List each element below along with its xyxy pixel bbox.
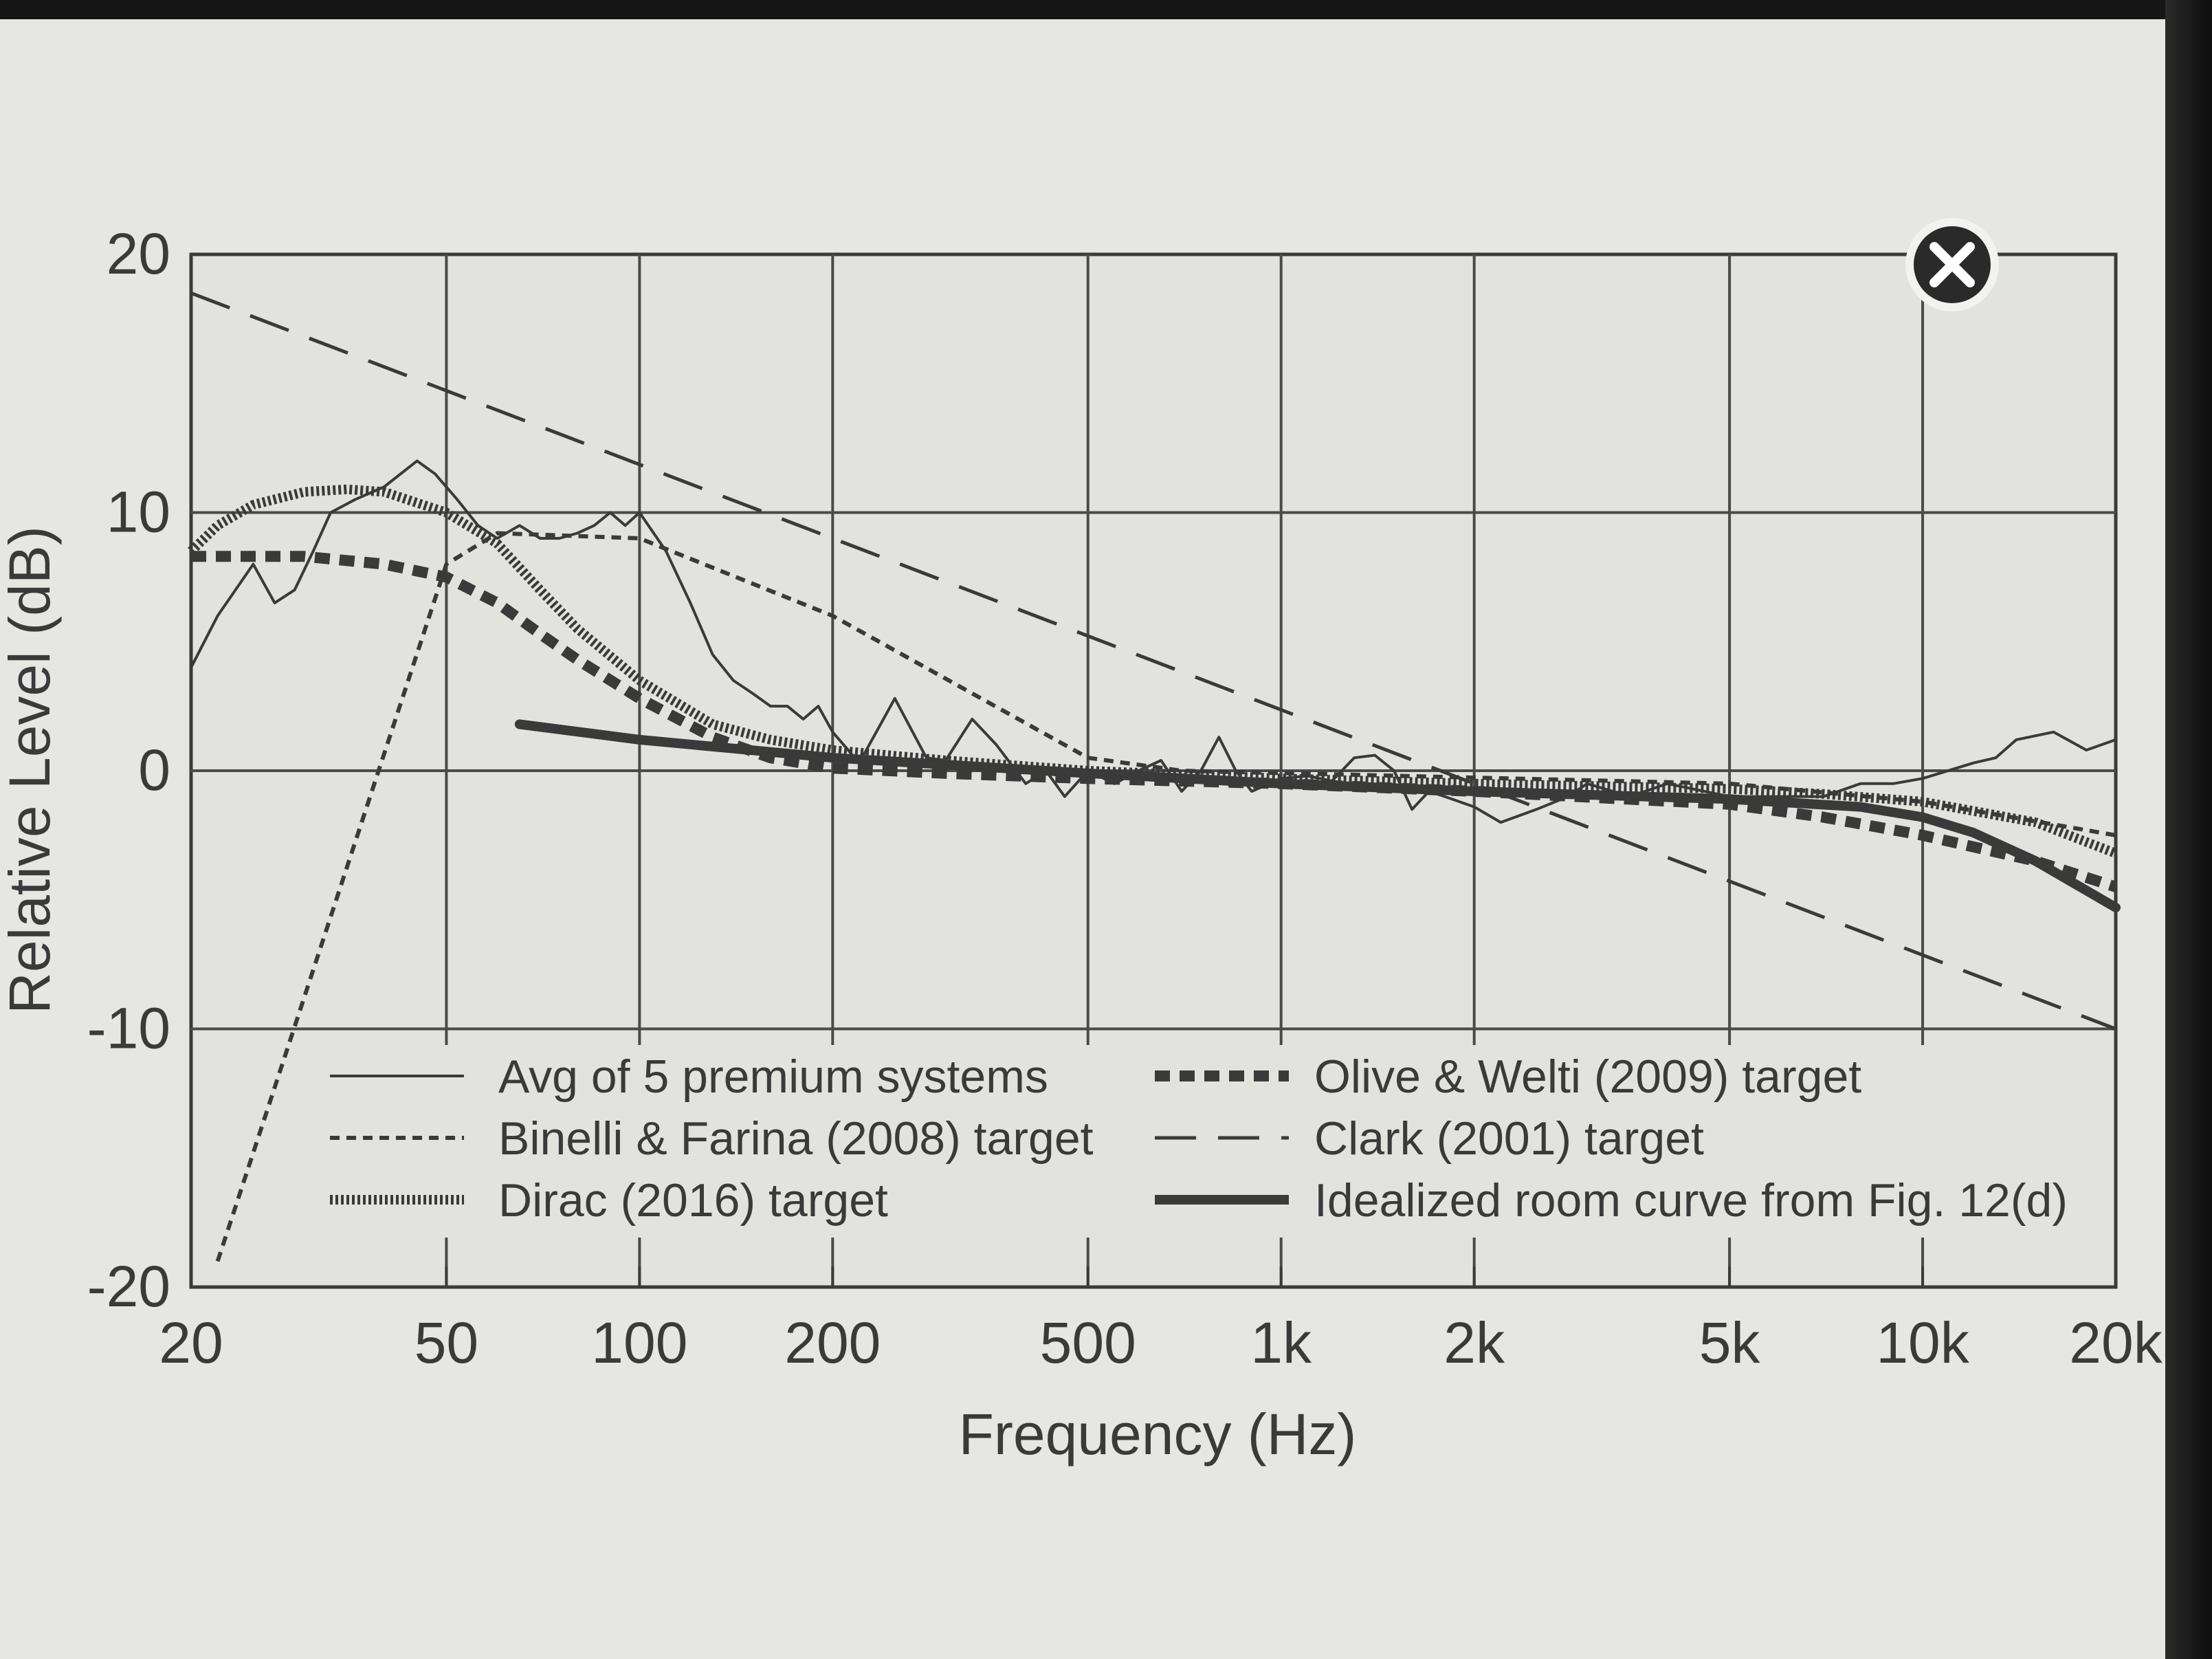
x-tick-label: 200 (784, 1310, 881, 1375)
x-tick-label: 500 (1040, 1310, 1136, 1375)
series-layer (188, 291, 2121, 1262)
x-tick-label: 5k (1699, 1310, 1761, 1375)
legend-label: Dirac (2016) target (498, 1174, 888, 1227)
y-tick-label: -20 (87, 1254, 170, 1319)
legend-label: Binelli & Farina (2008) target (498, 1112, 1094, 1165)
y-axis-ticks: 20 10 0 -10 -20 (87, 221, 170, 1319)
series-line (191, 551, 2118, 892)
legend-label: Olive & Welti (2009) target (1314, 1051, 1861, 1103)
y-tick-label: 10 (107, 480, 170, 545)
x-tick-label: 2k (1444, 1310, 1505, 1375)
legend-label: Avg of 5 premium systems (498, 1051, 1048, 1103)
series-line (215, 531, 2116, 1262)
device-bezel-top (0, 0, 2212, 19)
legend-box (302, 1045, 2103, 1238)
y-axis-title: Relative Level (dB) (0, 526, 62, 1014)
x-tick-label: 50 (414, 1310, 478, 1375)
x-tick-label: 20k (2069, 1310, 2163, 1375)
device-bezel-right (2165, 0, 2212, 1659)
series-line (190, 291, 2116, 1031)
legend: Avg of 5 premium systems Binelli & Farina… (330, 1051, 2068, 1227)
y-tick-label: 20 (107, 221, 170, 286)
y-tick-label: -10 (87, 996, 170, 1061)
x-tick-label: 1k (1250, 1310, 1312, 1375)
x-axis-title: Frequency (Hz) (959, 1402, 1357, 1466)
legend-label: Idealized room curve from Fig. 12(d) (1314, 1174, 2068, 1227)
legend-label: Clark (2001) target (1314, 1112, 1704, 1165)
x-tick-label: 10k (1876, 1310, 1969, 1375)
series-line (514, 719, 2121, 912)
x-tick-label: 20 (159, 1310, 223, 1375)
y-tick-label: 0 (138, 738, 170, 802)
x-tick-label: 100 (591, 1310, 687, 1375)
x-axis-ticks: 20 50 100 200 500 1k 2k 5k 10k 20k (159, 1266, 2163, 1375)
close-button[interactable] (1905, 218, 1999, 311)
close-icon (1929, 242, 1975, 287)
